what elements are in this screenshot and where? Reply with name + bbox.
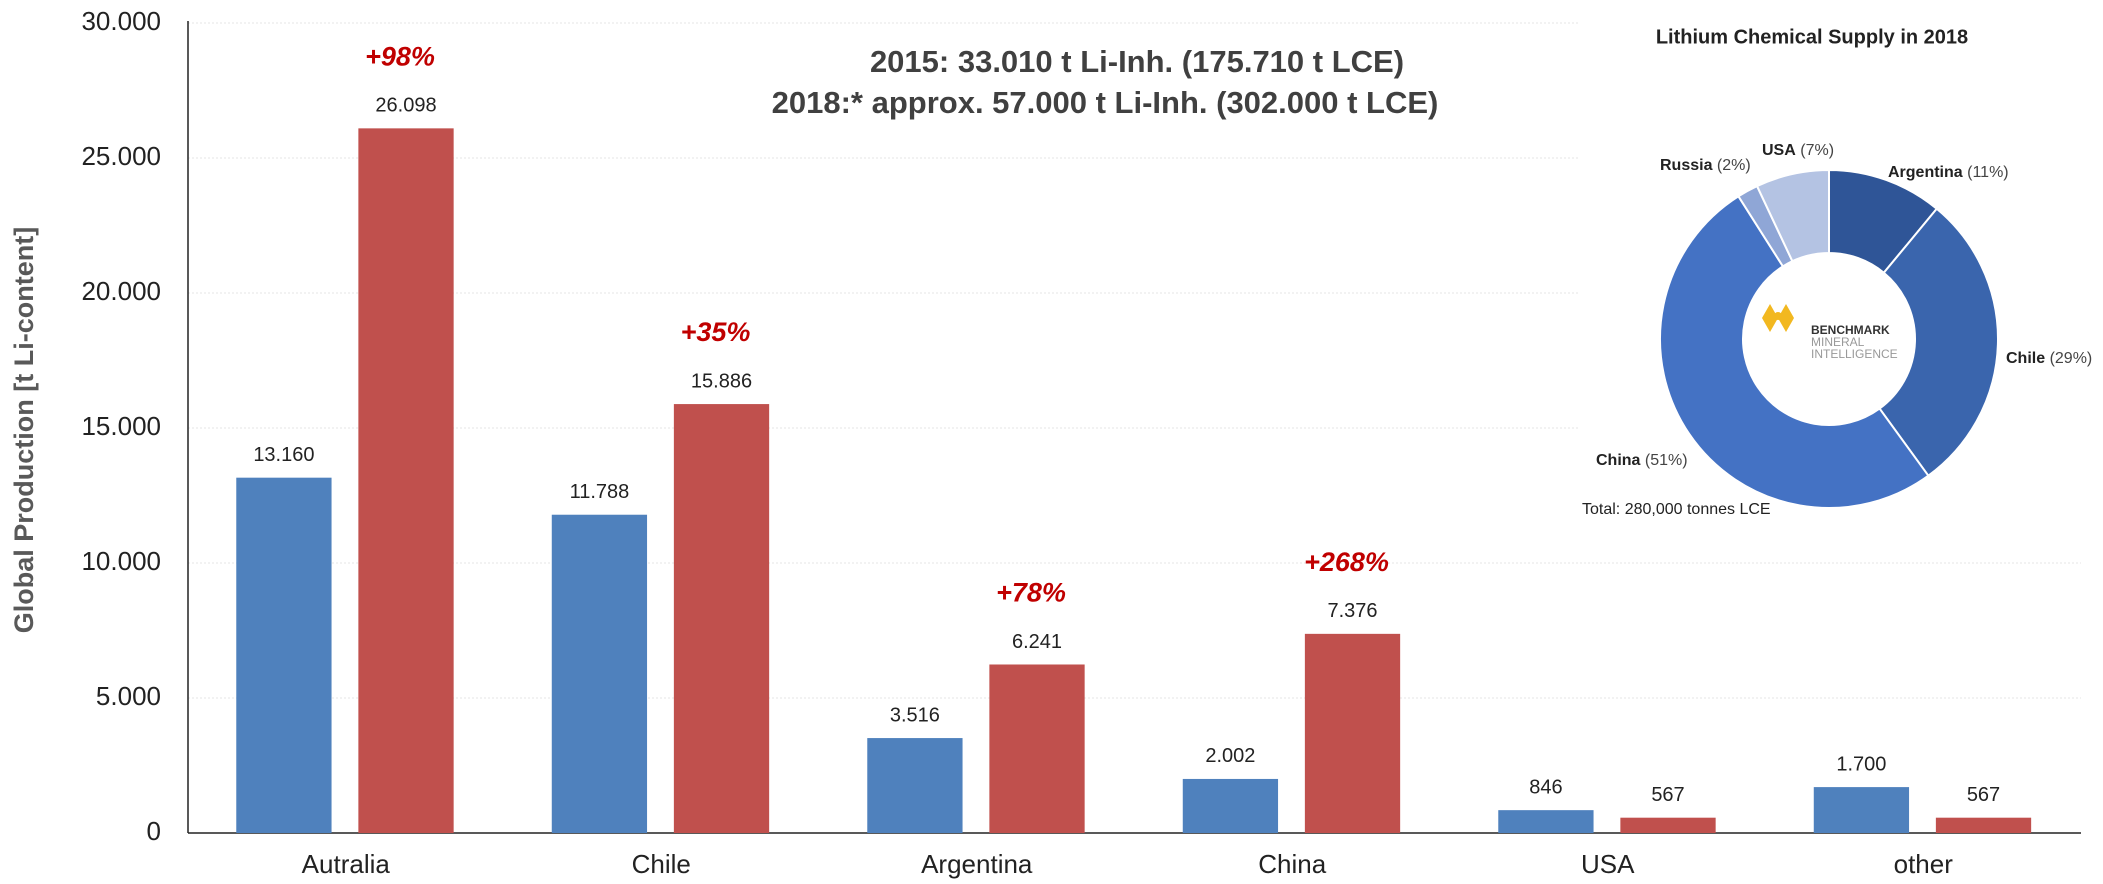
data-label: 6.241 (1012, 631, 1062, 653)
y-tick-label: 20.000 (81, 276, 161, 306)
donut-slice (1659, 194, 1930, 509)
y-tick-label: 30.000 (81, 6, 161, 36)
bar (673, 404, 770, 833)
bar (358, 128, 454, 833)
bar (1304, 633, 1401, 833)
bar (1182, 778, 1279, 833)
growth-label: +268% (1304, 547, 1389, 577)
data-label: 1.700 (1836, 753, 1886, 775)
data-label: 846 (1529, 776, 1562, 798)
slice-name: Argentina (1888, 164, 1963, 181)
data-label: 3.516 (890, 704, 940, 726)
y-tick-label: 25.000 (81, 141, 161, 171)
slice-value: (11%) (1967, 164, 2009, 181)
bar (1498, 810, 1594, 833)
data-label: 2.002 (1205, 745, 1255, 767)
donut-slice (1878, 207, 1999, 478)
bar (1620, 817, 1716, 833)
slice-name: USA (1762, 142, 1796, 159)
slice-name: Chile (2006, 350, 2045, 367)
logo-text: BENCHMARK (1811, 323, 1890, 337)
bar (551, 514, 648, 833)
x-tick-label: China (1258, 849, 1326, 879)
bar (989, 664, 1085, 833)
data-label: 13.160 (253, 444, 314, 466)
slice-label: Argentina (11%) (1888, 164, 2009, 181)
subtitle: 2018:* approx. 57.000 t Li-Inh. (302.000… (772, 85, 1439, 120)
bar (1813, 787, 1910, 833)
slice-name: China (1596, 452, 1641, 469)
slice-value: (29%) (2050, 350, 2093, 367)
donut-slice (1755, 168, 1830, 263)
y-tick-label: 5.000 (96, 681, 161, 711)
x-tick-label: USA (1581, 849, 1635, 879)
x-tick-label: Chile (632, 849, 691, 879)
slice-label: USA (7%) (1762, 142, 1834, 159)
data-label: 11.788 (570, 481, 630, 503)
growth-label: +98% (365, 41, 435, 71)
y-tick-label: 15.000 (81, 411, 161, 441)
data-label: 15.886 (691, 370, 752, 392)
logo-dot (1774, 312, 1782, 320)
slice-value: (2%) (1717, 157, 1751, 174)
bar (867, 738, 963, 833)
bar (236, 477, 332, 833)
y-axis-title: Global Production [t Li-content] (9, 227, 39, 633)
footnote: Total: 280,000 tonnes LCE (1582, 501, 1771, 518)
slice-label: Chile (29%) (2006, 350, 2092, 367)
inset-title: Lithium Chemical Supply in 2018 (1656, 26, 1968, 48)
y-tick-label: 0 (147, 816, 161, 846)
data-label: 567 (1967, 784, 2000, 806)
data-label: 7.376 (1327, 600, 1377, 622)
subtitle: 2015: 33.010 t Li-Inh. (175.710 t LCE) (870, 44, 1404, 79)
x-tick-label: Argentina (921, 849, 1033, 879)
slice-value: (7%) (1800, 142, 1834, 159)
slice-label: China (51%) (1596, 452, 1688, 469)
bar (1935, 817, 2032, 833)
x-tick-label: Autralia (302, 849, 391, 879)
data-label: 567 (1651, 784, 1684, 806)
slice-name: Russia (1660, 157, 1713, 174)
logo-text: INTELLIGENCE (1811, 347, 1898, 361)
growth-label: +78% (996, 578, 1066, 608)
logo-text: MINERAL (1811, 335, 1865, 349)
slice-label: Russia (2%) (1660, 157, 1751, 174)
growth-label: +35% (681, 317, 751, 347)
slice-value: (51%) (1645, 452, 1688, 469)
data-label: 26.098 (375, 95, 436, 117)
y-tick-label: 10.000 (81, 546, 161, 576)
x-tick-label: other (1894, 849, 1954, 879)
